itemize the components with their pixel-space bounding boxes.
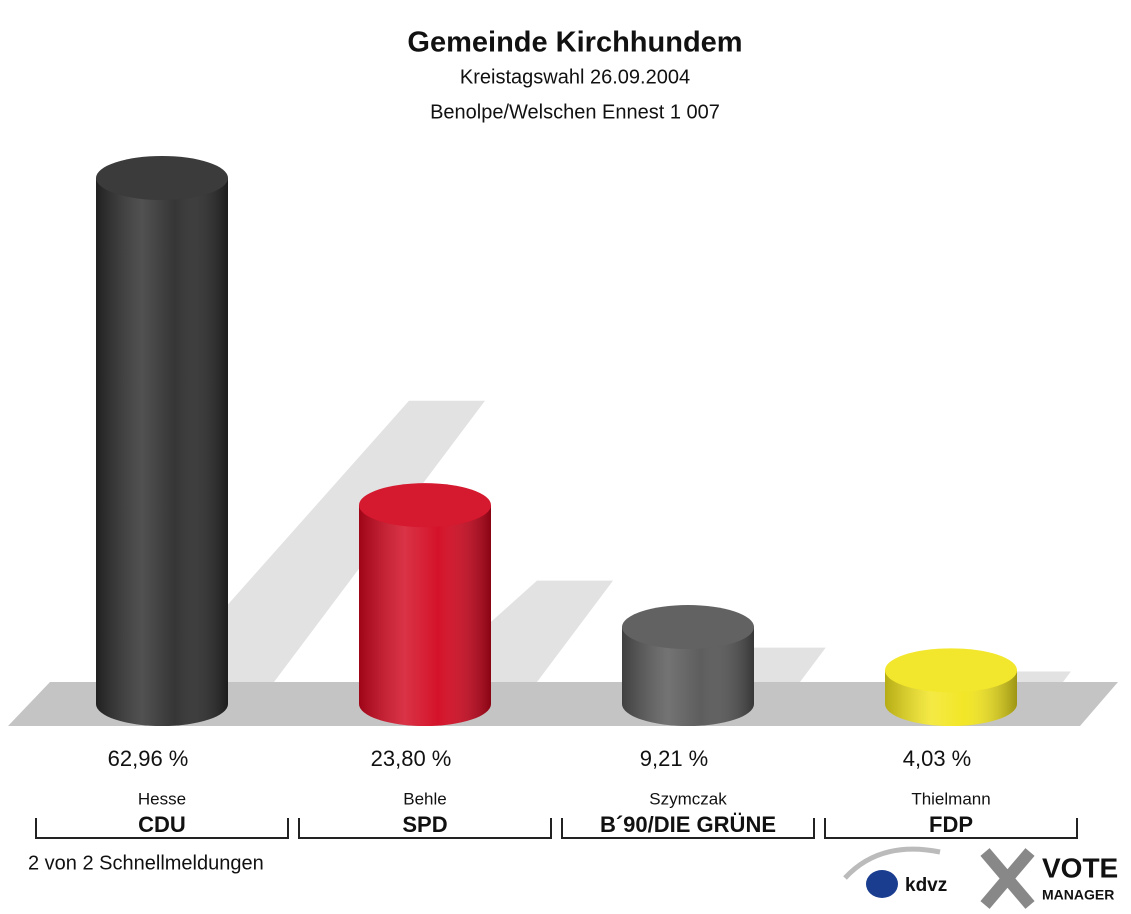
category-bracket [298,818,552,839]
logo-globe [866,870,898,898]
bar-top-shade [96,156,228,200]
bar-top [359,483,491,528]
bar-top [885,648,1017,693]
bar-top [622,605,754,650]
bar-body-shade [96,178,228,704]
bar-top-shade [359,483,491,528]
value-label: 4,03 % [903,746,972,771]
bar-top-shade [885,648,1017,693]
party-label: B´90/DIE GRÜNE [600,812,776,837]
bars [96,156,1017,726]
bar-top-shade [622,605,754,650]
bar-top [96,156,228,200]
category-bracket [35,818,289,839]
logo-text: kdvz [905,875,947,896]
logo: kdvz VOTE MANAGER [843,846,1118,909]
candidate-label: Behle [403,789,446,808]
bar-body-shade [359,505,491,704]
category-bracket [824,818,1078,839]
bar [96,156,228,726]
floor [8,682,1118,726]
candidate-label: Thielmann [911,789,990,808]
party-label: FDP [929,812,973,837]
bar [885,648,1017,726]
bar [622,605,754,726]
value-label: 62,96 % [108,746,189,771]
labels: 62,96 % Hesse CDU 23,80 % Behle SPD 9,21 % Szym… [35,746,1078,839]
logo-text: VOTE [1042,852,1118,883]
value-label: 23,80 % [371,746,452,771]
chart-subtitle: Benolpe/Welschen Ennest 1 007 [430,101,720,123]
chart-subtitle: Kreistagswahl 26.09.2004 [460,66,690,88]
chart-title: Gemeinde Kirchhundem [407,27,742,59]
bar-shadow [152,400,485,690]
category-bracket [561,818,815,839]
logo-cross [980,848,1035,909]
value-label: 9,21 % [640,746,709,771]
bar [359,483,491,726]
party-label: CDU [138,812,186,837]
candidate-label: Szymczak [649,789,727,808]
candidate-label: Hesse [138,789,186,808]
party-label: SPD [402,812,447,837]
logo-text: MANAGER [1042,887,1114,903]
footer: 2 von 2 Schnellmeldungen [28,852,264,874]
logo-swoosh [843,846,941,880]
